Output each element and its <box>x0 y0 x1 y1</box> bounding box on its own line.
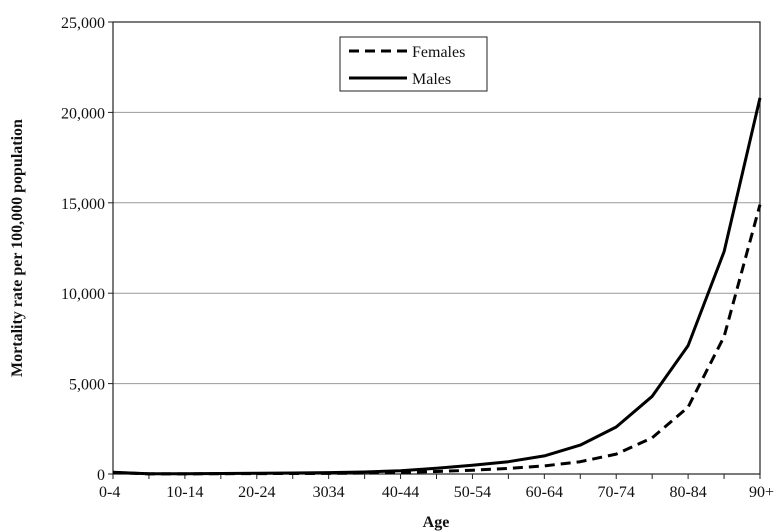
tick-layer: 0 5,000 10,000 15,000 20,000 25,000 0-4 10-14 20… <box>61 15 774 501</box>
x-tick-label: 50-54 <box>454 484 491 501</box>
y-tick-label: 25,000 <box>61 15 105 32</box>
y-tick-label: 0 <box>97 467 105 484</box>
legend: Females Males <box>339 36 488 92</box>
legend-box <box>339 36 488 92</box>
series-line-males <box>112 97 762 476</box>
series-line-females <box>112 204 762 476</box>
y-tick-label: 5,000 <box>69 377 105 394</box>
legend-label-females: Females <box>412 44 465 61</box>
y-tick-label: 10,000 <box>61 286 105 303</box>
x-tick-label: 40-44 <box>382 484 419 501</box>
y-axis-label: Mortality rate per 100,000 population <box>9 119 26 377</box>
x-tick-label: 80-84 <box>669 484 706 501</box>
x-tick-label: 10-14 <box>166 484 203 501</box>
x-tick-label: 3034 <box>313 484 345 501</box>
series-layer <box>112 97 762 476</box>
y-tick-label: 20,000 <box>61 105 105 122</box>
y-tick-label: 15,000 <box>61 196 105 213</box>
x-tick-label: 0-4 <box>99 484 120 501</box>
legend-label-males: Males <box>412 71 451 88</box>
x-tick-label: 60-64 <box>526 484 563 501</box>
x-axis-label: Age <box>423 514 450 531</box>
x-tick-label: 90+ <box>749 484 774 501</box>
x-tick-label: 20-24 <box>238 484 275 501</box>
grid-layer <box>113 111 760 385</box>
x-tick-label: 70-74 <box>598 484 635 501</box>
